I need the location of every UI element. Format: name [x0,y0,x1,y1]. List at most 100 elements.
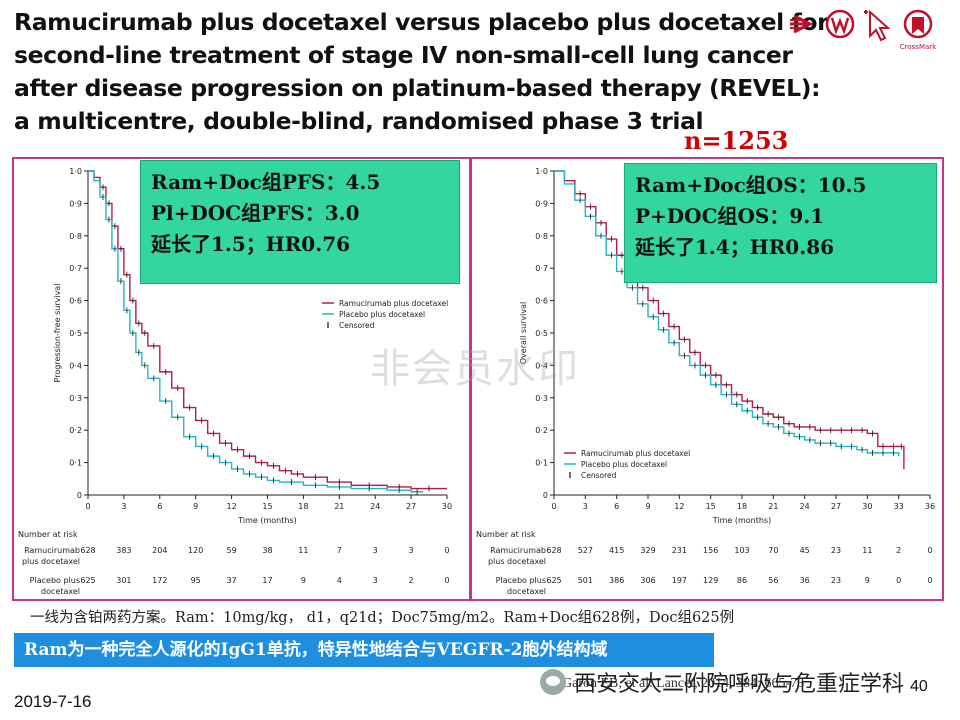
risk-row-label: plus docetaxel [488,557,546,566]
legend-entry: Ramucirumab plus docetaxel [339,299,448,308]
risk-row-label: Ramucirumab [490,546,546,555]
y-tick-label: 0·7 [535,264,548,273]
survival-curve-placebo [554,170,900,457]
risk-count: 9 [301,576,306,585]
sample-size-label: n=1253 [684,126,789,155]
x-tick-label: 18 [737,502,747,511]
risk-count: 0 [444,576,449,585]
risk-count: 36 [800,576,810,585]
y-tick-label: 0·8 [535,232,548,241]
crossmark-icon [903,9,933,39]
x-tick-label: 12 [227,502,237,511]
risk-count: 501 [578,576,593,585]
risk-count: 2 [409,576,414,585]
risk-row-label: plus docetaxel [22,557,80,566]
censor-marks [579,197,894,456]
risk-count: 329 [640,546,655,555]
risk-count: 172 [152,576,167,585]
pfs-summary-line-2: Pl+DOC组PFS：3.0 [151,201,360,225]
legend-entry: Ramucirumab plus docetaxel [581,449,690,458]
x-tick-label: 3 [583,502,588,511]
os-summary-line-1: Ram+Doc组OS：10.5 [635,173,867,197]
risk-count: 386 [609,576,624,585]
x-tick-label: 9 [193,502,198,511]
dosing-footnote: 一线为含铂两药方案。Ram：10mg/kg， d1，q21d；Doc75mg/m… [30,610,735,626]
x-tick-label: 3 [121,502,126,511]
risk-count: 38 [262,546,272,555]
y-axis-label: Progression-free survival [53,284,62,383]
censor-marks [102,193,418,495]
risk-row-label: Placebo plus [496,576,546,585]
pfs-summary-line-1: Ram+Doc组PFS：4.5 [151,170,381,194]
y-tick-label: 0·5 [69,329,82,338]
risk-count: 628 [546,546,561,555]
risk-count: 0 [444,546,449,555]
x-tick-label: 0 [85,502,90,511]
legend-entry: Censored [339,321,375,330]
risk-count: 70 [768,546,778,555]
risk-count: 129 [703,576,718,585]
os-chart: 00·10·20·30·40·50·60·70·80·91·00 3 6 9 12 15 1… [476,167,935,596]
risk-count: 56 [768,576,778,585]
x-tick-label: 15 [262,502,272,511]
risk-count: 625 [80,576,95,585]
y-tick-label: 0·4 [535,361,548,370]
x-tick-label: 36 [925,502,935,511]
pfs-summary-box: Ram+Doc组PFS：4.5 Pl+DOC组PFS：3.0 延长了1.5；HR… [140,160,460,284]
x-tick-label: 33 [894,502,904,511]
y-tick-label: 0·5 [535,329,548,338]
risk-table-header: Number at risk [18,530,78,539]
x-tick-label: 18 [298,502,308,511]
y-tick-label: 1·0 [69,167,82,176]
legend-entry: Placebo plus docetaxel [339,310,425,319]
y-tick-label: 0·3 [535,394,548,403]
y-tick-label: 0·2 [535,426,548,435]
brand-name: 西安交大二附院呼吸与危重症学科 [574,672,905,697]
title-line-2: second-line treatment of stage IV non-sm… [14,41,793,69]
risk-count: 197 [672,576,687,585]
x-tick-label: 30 [862,502,872,511]
risk-count: 37 [227,576,237,585]
title-line-4: a multicentre, double-blind, randomised … [14,107,704,135]
y-tick-label: 0 [543,491,548,500]
y-tick-label: 0·2 [69,426,82,435]
risk-count: 23 [831,576,841,585]
risk-count: 527 [578,546,593,555]
x-axis-label: Time (months) [712,516,772,525]
risk-count: 3 [373,546,378,555]
cursor-icon [864,9,891,42]
risk-count: 11 [862,546,872,555]
risk-count: 59 [227,546,237,555]
risk-count: 628 [80,546,95,555]
os-summary-line-2: P+DOC组OS：9.1 [635,204,825,228]
x-tick-label: 24 [370,502,380,511]
y-tick-label: 0·1 [535,459,548,468]
pfs-chart: 0 0·1 0·2 0·3 0·4 0·5 0·6 0·7 0·8 0·9 1·0 0 3 6 9 12 15 1… [18,167,452,596]
x-tick-label: 27 [831,502,841,511]
risk-row-label: docetaxel [41,587,80,596]
x-tick-label: 21 [768,502,778,511]
risk-count: 625 [546,576,561,585]
survival-curve-ramucirumab [88,170,447,490]
y-tick-label: 0·6 [69,297,82,306]
os-summary-box: Ram+Doc组OS：10.5 P+DOC组OS：9.1 延长了1.4；HR0.… [624,163,937,283]
risk-count: 103 [734,546,749,555]
watermark: 非会员水印 [370,346,580,392]
os-summary-line-3: 延长了1.4；HR0.86 [635,235,835,259]
risk-count: 17 [262,576,272,585]
risk-row-label: docetaxel [507,587,546,596]
y-axis-label: Overall survival [519,302,528,364]
risk-count: 3 [409,546,414,555]
mechanism-banner: Ram为一种完全人源化的IgG1单抗，特异性地结合与VEGFR-2胞外结构域 [14,633,714,667]
x-tick-label: 30 [442,502,452,511]
risk-count: 0 [927,546,932,555]
risk-count: 415 [609,546,624,555]
risk-count: 45 [800,546,810,555]
risk-count: 306 [640,576,655,585]
x-tick-label: 27 [406,502,416,511]
risk-count: 3 [373,576,378,585]
risk-count: 11 [298,546,308,555]
crossmark-label: CrossMark [900,43,937,51]
x-tick-label: 15 [706,502,716,511]
risk-count: 120 [188,546,203,555]
